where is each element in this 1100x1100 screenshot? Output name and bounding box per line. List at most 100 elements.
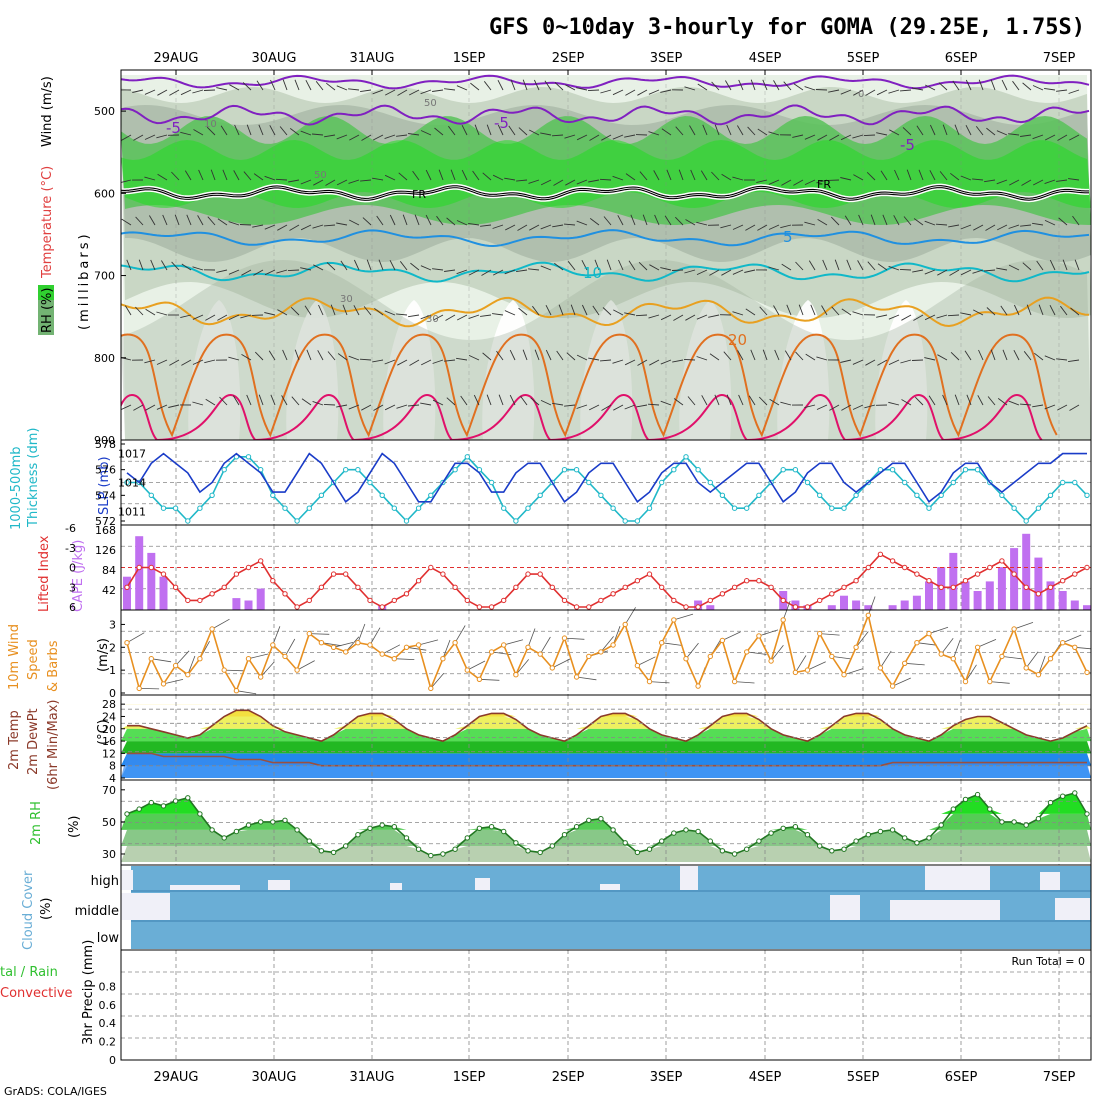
lifted-tick-0: 0: [69, 562, 76, 575]
wind-barb-175: [288, 179, 300, 183]
cape-bar-late-20: [840, 595, 848, 610]
wind-barb-273: [504, 224, 516, 231]
temp-band-4: [121, 716, 1091, 729]
series-rh2m-pt-42: [634, 849, 641, 856]
wind-barb-96: [300, 130, 312, 136]
series-wind10-pt-25: [428, 685, 434, 692]
series-lifted-index-pt-30: [488, 604, 495, 610]
wind10-barb-13: [284, 638, 296, 657]
series-lifted-index-pt-28: [464, 597, 470, 604]
rh2m-tick-70: 70: [102, 784, 116, 797]
series-lifted-index-pt-65: [914, 571, 920, 577]
series-lifted-index-pt-52: [756, 578, 762, 584]
series-rh2m-pt-13: [282, 817, 288, 823]
series-rh2m-pt-65: [914, 840, 920, 846]
wind-barb-588: [446, 397, 456, 406]
precip-tick-0.6: 0.6: [99, 999, 117, 1012]
wind10-barb-31: [503, 639, 524, 646]
series-rh2m-pt-57: [817, 843, 823, 849]
wind10-barb-53: [770, 645, 784, 662]
series-thickness-pt-42: [634, 518, 641, 524]
series-wind10-pt-36: [561, 635, 568, 641]
wind-barb-62: [853, 89, 864, 96]
cloud-gap-5: [475, 878, 490, 890]
wind-barb-281: [603, 216, 612, 226]
wind-barb-352: [492, 269, 504, 276]
wind-barb-604: [636, 404, 648, 408]
wind-barb-226: [906, 169, 912, 181]
series-rh2m-pt-18: [343, 843, 349, 849]
series-rh2m-pt-54: [780, 825, 786, 831]
series-wind10-pt-9: [233, 688, 240, 694]
wind10-barb-8: [224, 669, 245, 672]
wind-barb-191: [482, 172, 492, 181]
label-plus5: 5: [783, 228, 793, 246]
wind-barb-639: [1057, 404, 1068, 411]
wind-barb-106: [420, 130, 432, 136]
wind-barb-238: [1044, 179, 1056, 185]
wind-barb-586: [420, 402, 432, 406]
wind-barb-259: [336, 222, 348, 226]
wind-barb-83: [144, 134, 156, 140]
wind-barb-54: [762, 79, 768, 91]
series-wind10-pt-47: [695, 683, 701, 689]
date-top-5SEP: 5SEP: [847, 51, 880, 66]
wind-barb-252: [252, 224, 264, 228]
wind-barb-515: [534, 349, 540, 361]
cloud-gap-10: [925, 866, 990, 890]
wind-barb-393: [983, 269, 996, 272]
wind-barb-475: [1013, 304, 1020, 316]
wind-barb-535: [774, 349, 780, 361]
wind-barb-387: [912, 269, 924, 273]
wind-barb-622: [852, 404, 864, 410]
series-wind10-pt-60: [853, 644, 859, 650]
wind-barb-446: [660, 314, 672, 321]
series-lifted-index-pt-46: [683, 604, 689, 610]
wind10-barb-51: [746, 651, 767, 655]
wind-barb-394: [996, 267, 1008, 271]
series-lifted-index-pt-44: [659, 584, 665, 590]
series-lifted-index-pt-24: [415, 578, 422, 584]
wind-barb-76: [1022, 82, 1032, 91]
wind-barb-564: [156, 404, 168, 410]
wind-barb-620: [829, 404, 840, 411]
series-wind10-pt-11: [258, 674, 264, 680]
wind-barb-74: [1001, 79, 1008, 91]
precip-tick-0.2: 0.2: [99, 1036, 117, 1049]
series-lifted-index-pt-11: [258, 558, 264, 564]
wind-barb-73: [990, 79, 996, 91]
series-wind10-pt-63: [889, 683, 896, 689]
wind10-barb-33: [527, 628, 536, 648]
wind-barb-56: [783, 81, 792, 91]
series-lifted-index-pt-29: [476, 604, 483, 610]
upper-ytick-500: 500: [94, 105, 115, 118]
wind-barb-557: [1034, 352, 1044, 361]
wind-barb-335: [287, 269, 300, 272]
wind-barb-26: [420, 89, 432, 95]
wind-barb-532: [737, 350, 744, 361]
wind-barb-576: [301, 398, 312, 406]
wind-barb-509: [456, 357, 468, 361]
series-lifted-index-pt-38: [586, 604, 592, 610]
series-rh2m-pt-21: [379, 822, 385, 828]
series-wind10-pt-59: [841, 672, 847, 678]
series-lifted-index-pt-21: [379, 604, 385, 610]
wind-barb-459: [821, 305, 828, 316]
wind10-barb-42: [637, 656, 656, 666]
series-thickness-pt-2: [148, 492, 155, 498]
wind-barb-211: [721, 173, 732, 181]
wind-barb-326: [181, 263, 192, 271]
wind-barb-151: [965, 124, 972, 136]
wind-barb-615: [769, 398, 780, 406]
series-wind10-pt-46: [683, 656, 689, 662]
wind-barb-399: [1062, 259, 1068, 271]
series-wind10-pt-65: [914, 640, 920, 646]
cloud-ylabel-a: Cloud Cover: [21, 870, 36, 950]
temp-tick-28: 28: [102, 698, 116, 711]
series-lifted-index-pt-43: [646, 571, 653, 577]
footer-credit: GrADS: COLA/IGES: [4, 1085, 107, 1098]
wind-barb-15: [294, 79, 300, 91]
wind-barb-575: [291, 396, 300, 406]
wind-barb-372: [732, 269, 744, 275]
wind-barb-614: [758, 396, 768, 406]
